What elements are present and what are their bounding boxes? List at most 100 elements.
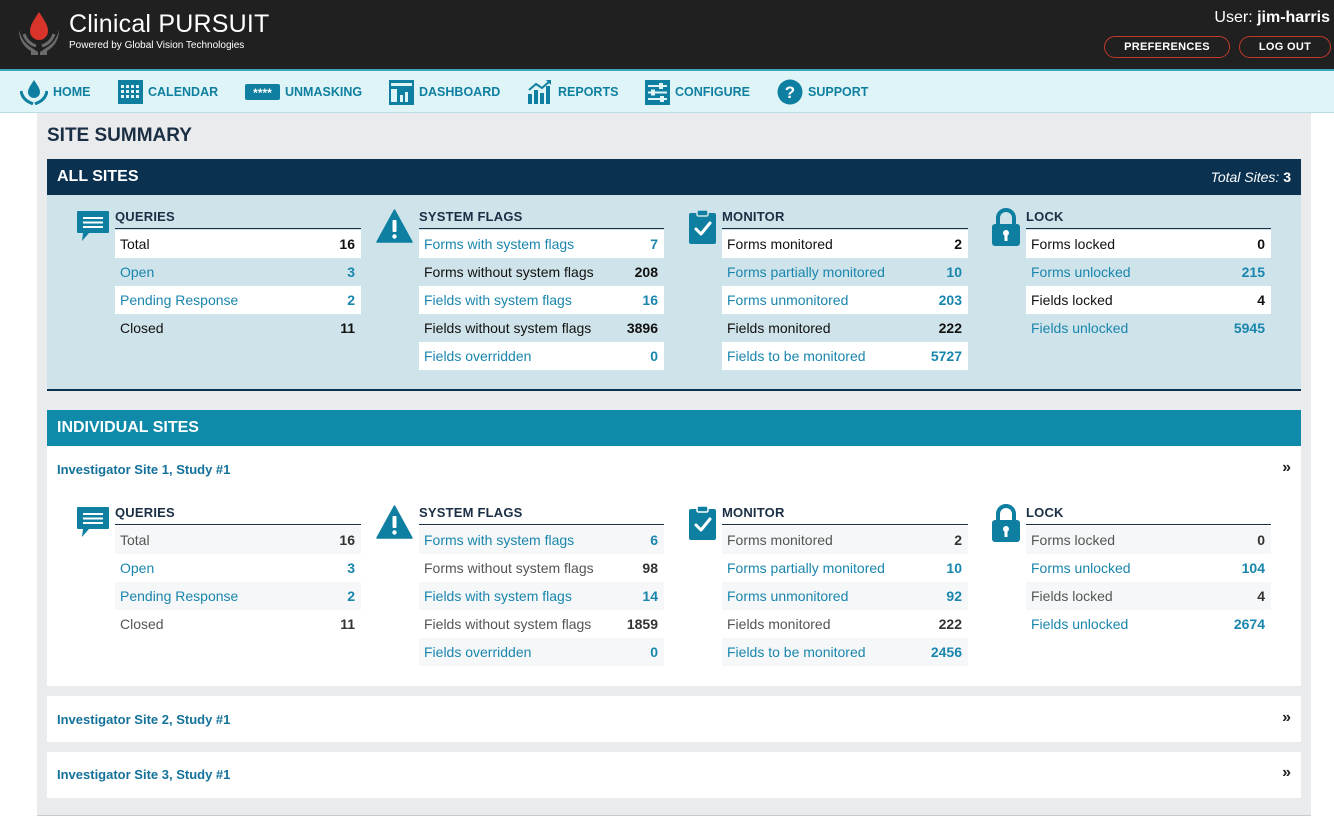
all-mon-forms-monitored: Forms monitored 2 bbox=[722, 230, 968, 258]
site-1-expand-icon[interactable]: » bbox=[1282, 459, 1291, 476]
stat-value: 0 bbox=[650, 644, 658, 660]
site1-lock-forms-locked: Forms locked 0 bbox=[1026, 526, 1271, 554]
individual-sites-header: INDIVIDUAL SITES bbox=[47, 410, 1301, 446]
site1-mon-fields-to-monitor[interactable]: Fields to be monitored 2456 bbox=[722, 638, 968, 666]
site-card-3[interactable]: Investigator Site 3, Study #1 » bbox=[47, 752, 1301, 798]
stat-label: Fields with system flags bbox=[424, 292, 572, 308]
all-queries-open[interactable]: Open 3 bbox=[115, 258, 361, 286]
site1-queries-total: Total 16 bbox=[115, 526, 361, 554]
nav-calendar[interactable]: CALENDAR bbox=[118, 71, 218, 113]
site1-sf-fields-overridden[interactable]: Fields overridden 0 bbox=[419, 638, 664, 666]
total-sites-label: Total Sites: bbox=[1210, 169, 1280, 185]
all-lock-forms-locked: Forms locked 0 bbox=[1026, 230, 1271, 258]
site-1-title[interactable]: Investigator Site 1, Study #1 bbox=[57, 462, 231, 477]
queries-speech-icon bbox=[77, 507, 109, 537]
stat-value: 0 bbox=[1257, 236, 1265, 252]
nav-dashboard[interactable]: DASHBOARD bbox=[389, 71, 500, 113]
brand-subtitle: Powered by Global Vision Technologies bbox=[69, 40, 245, 51]
site1-mon-forms-partial[interactable]: Forms partially monitored 10 bbox=[722, 554, 968, 582]
stat-value: 14 bbox=[642, 588, 658, 604]
all-mon-forms-partial[interactable]: Forms partially monitored 10 bbox=[722, 258, 968, 286]
site1-lock-fields-unlocked[interactable]: Fields unlocked 2674 bbox=[1026, 610, 1271, 638]
site1-mon-forms-unmonitored[interactable]: Forms unmonitored 92 bbox=[722, 582, 968, 610]
stat-label: Pending Response bbox=[120, 588, 239, 604]
stat-value: 5945 bbox=[1233, 320, 1265, 336]
all-monitor-title: MONITOR bbox=[722, 209, 968, 229]
total-sites-value: 3 bbox=[1283, 169, 1291, 185]
stat-label: Fields locked bbox=[1031, 292, 1113, 308]
site-card-2[interactable]: Investigator Site 2, Study #1 » bbox=[47, 696, 1301, 742]
stat-value: 6 bbox=[650, 532, 658, 548]
stat-value: 2 bbox=[347, 588, 355, 604]
site-3-title[interactable]: Investigator Site 3, Study #1 bbox=[57, 767, 231, 782]
nav-home[interactable]: HOME bbox=[20, 71, 91, 113]
site1-queries-pending[interactable]: Pending Response 2 bbox=[115, 582, 361, 610]
stat-value: 203 bbox=[938, 292, 962, 308]
stat-label: Fields without system flags bbox=[424, 616, 592, 632]
nav-reports[interactable]: REPORTS bbox=[527, 71, 618, 113]
site1-queries-open[interactable]: Open 3 bbox=[115, 554, 361, 582]
all-mon-forms-unmonitored[interactable]: Forms unmonitored 203 bbox=[722, 286, 968, 314]
stat-value: 11 bbox=[340, 616, 355, 632]
stat-label: Forms with system flags bbox=[424, 532, 575, 548]
monitor-clipboard-icon bbox=[689, 209, 716, 244]
stat-value: 98 bbox=[642, 560, 658, 576]
stat-label: Forms without system flags bbox=[424, 560, 594, 576]
site1-mon-fields-monitored: Fields monitored 222 bbox=[722, 610, 968, 638]
stat-value: 16 bbox=[642, 292, 658, 308]
dashboard-icon bbox=[389, 79, 414, 105]
stat-label: Fields locked bbox=[1031, 588, 1113, 604]
all-lock-fields-unlocked[interactable]: Fields unlocked 5945 bbox=[1026, 314, 1271, 342]
site1-monitor-title: MONITOR bbox=[722, 505, 968, 525]
stat-label: Forms monitored bbox=[727, 236, 833, 252]
all-lock-title: LOCK bbox=[1026, 209, 1271, 229]
lock-icon bbox=[992, 504, 1020, 542]
site1-sf-fields-with[interactable]: Fields with system flags 14 bbox=[419, 582, 664, 610]
stat-label: Pending Response bbox=[120, 292, 239, 308]
nav-support-label: SUPPORT bbox=[808, 85, 869, 99]
nav-unmasking[interactable]: **** UNMASKING bbox=[245, 71, 362, 113]
stat-value: 0 bbox=[650, 348, 658, 364]
all-sf-fields-overridden[interactable]: Fields overridden 0 bbox=[419, 342, 664, 370]
stat-label: Closed bbox=[120, 616, 164, 632]
nav-support[interactable]: ? SUPPORT bbox=[777, 71, 868, 113]
reports-icon bbox=[528, 80, 551, 104]
all-system-flags-title: SYSTEM FLAGS bbox=[419, 209, 664, 229]
home-drop-icon bbox=[20, 80, 48, 105]
nav-reports-label: REPORTS bbox=[558, 85, 619, 99]
stat-label: Forms partially monitored bbox=[727, 264, 885, 280]
unmasking-icon: **** bbox=[245, 84, 280, 100]
stat-value: 104 bbox=[1241, 560, 1265, 576]
stat-label: Forms unlocked bbox=[1031, 560, 1131, 576]
stat-label: Fields unlocked bbox=[1031, 320, 1129, 336]
all-sf-forms-with[interactable]: Forms with system flags 7 bbox=[419, 230, 664, 258]
all-lock-forms-unlocked[interactable]: Forms unlocked 215 bbox=[1026, 258, 1271, 286]
logout-button[interactable]: LOG OUT bbox=[1239, 36, 1331, 58]
nav-configure[interactable]: CONFIGURE bbox=[645, 71, 750, 113]
site1-sf-forms-with[interactable]: Forms with system flags 6 bbox=[419, 526, 664, 554]
stat-value: 11 bbox=[340, 320, 355, 336]
all-sf-fields-with[interactable]: Fields with system flags 16 bbox=[419, 286, 664, 314]
site-2-expand-icon[interactable]: » bbox=[1282, 709, 1291, 726]
site-2-title[interactable]: Investigator Site 2, Study #1 bbox=[57, 712, 231, 727]
stat-label: Fields overridden bbox=[424, 348, 532, 364]
stat-value: 16 bbox=[339, 236, 355, 252]
all-mon-fields-to-monitor[interactable]: Fields to be monitored 5727 bbox=[722, 342, 968, 370]
site1-system-flags-title: SYSTEM FLAGS bbox=[419, 505, 664, 525]
stat-value: 0 bbox=[1257, 532, 1265, 548]
stat-label: Fields unlocked bbox=[1031, 616, 1129, 632]
username: jim-harris bbox=[1257, 9, 1330, 26]
stat-value: 16 bbox=[339, 532, 355, 548]
stat-label: Fields with system flags bbox=[424, 588, 572, 604]
lock-icon bbox=[992, 208, 1020, 246]
site1-lock-forms-unlocked[interactable]: Forms unlocked 104 bbox=[1026, 554, 1271, 582]
preferences-button[interactable]: PREFERENCES bbox=[1104, 36, 1230, 58]
all-queries-pending[interactable]: Pending Response 2 bbox=[115, 286, 361, 314]
site-3-expand-icon[interactable]: » bbox=[1282, 764, 1291, 781]
calendar-icon bbox=[118, 80, 143, 104]
stat-value: 4 bbox=[1257, 292, 1265, 308]
stat-label: Open bbox=[120, 560, 155, 576]
stat-value: 208 bbox=[634, 264, 658, 280]
site1-mon-forms-monitored: Forms monitored 2 bbox=[722, 526, 968, 554]
stat-label: Open bbox=[120, 264, 155, 280]
